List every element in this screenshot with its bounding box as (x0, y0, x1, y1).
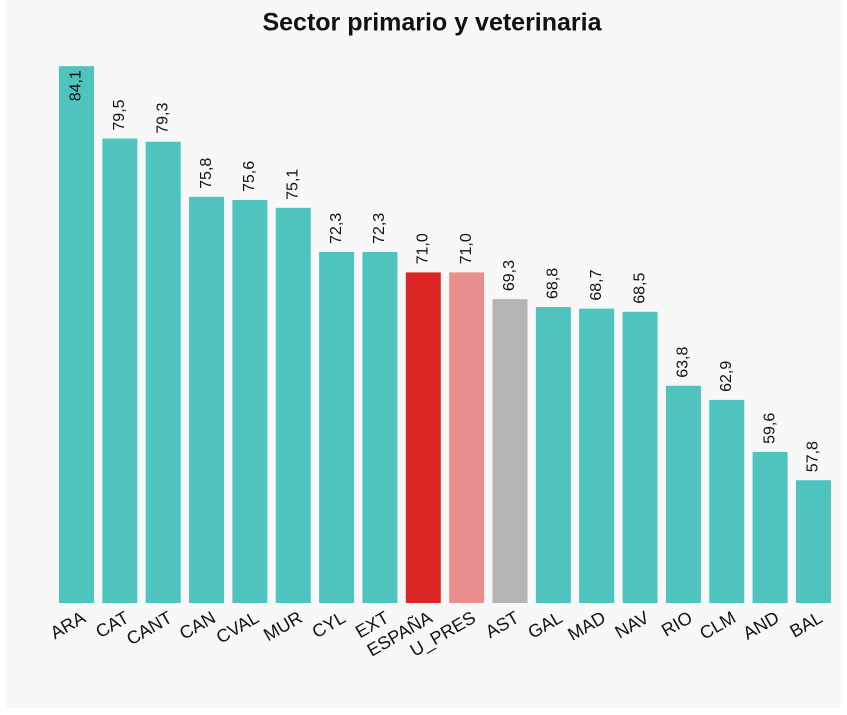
value-label: 72,3 (371, 213, 388, 244)
bar (145, 141, 181, 603)
bar (405, 272, 441, 603)
chart-title: Sector primario y veterinaria (262, 9, 602, 37)
bar (535, 307, 571, 603)
bar (59, 66, 94, 603)
value-label: 79,5 (111, 99, 128, 130)
bar (579, 308, 615, 603)
bar (232, 199, 268, 604)
value-label: 79,3 (154, 102, 171, 133)
value-label: 71,0 (415, 233, 432, 264)
value-label: 59,6 (761, 413, 778, 444)
value-label: 68,7 (588, 269, 605, 300)
bar (275, 207, 311, 603)
value-label: 75,8 (198, 158, 215, 189)
bar (709, 399, 745, 603)
bar (189, 196, 225, 603)
value-label: 63,8 (675, 347, 692, 378)
value-label: 75,1 (284, 169, 301, 200)
value-label: 72,3 (328, 213, 345, 244)
bar (622, 311, 658, 603)
bar (665, 385, 701, 603)
bar (492, 299, 528, 603)
value-label: 57,8 (805, 441, 822, 472)
value-label: 75,6 (241, 161, 258, 192)
bar (362, 251, 398, 604)
bar (449, 272, 485, 603)
value-label: 84,1 (68, 70, 85, 101)
bar (795, 480, 831, 603)
value-label: 68,5 (631, 273, 648, 304)
bar (752, 451, 788, 603)
value-label: 69,3 (501, 260, 518, 291)
value-label: 71,0 (458, 233, 475, 264)
bar (102, 138, 138, 604)
value-label: 68,8 (545, 268, 562, 299)
bar (319, 251, 355, 604)
value-label: 62,9 (718, 361, 735, 392)
